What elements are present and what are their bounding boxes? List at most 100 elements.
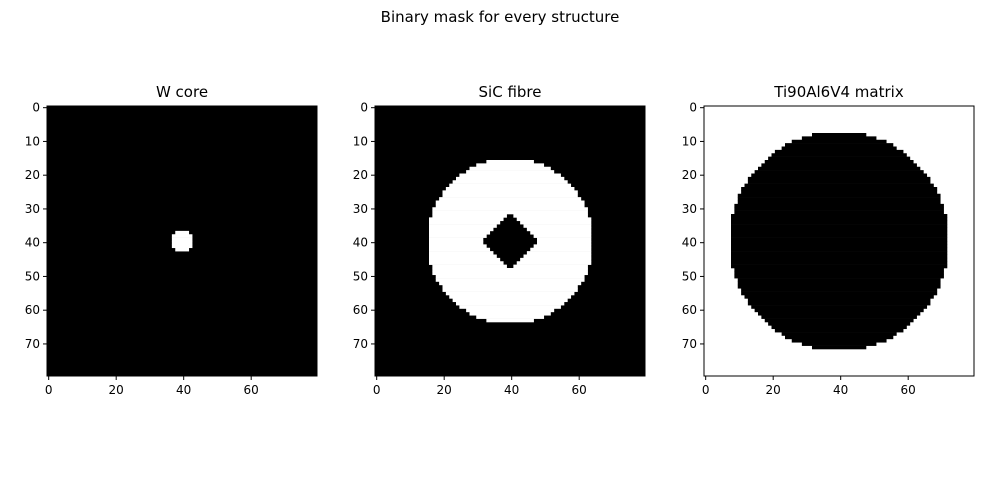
mask-pixel-run	[731, 221, 947, 225]
y-tick-label: 20	[25, 168, 40, 182]
mask-pixel-run	[775, 150, 904, 154]
mask-pixel-run	[748, 298, 931, 302]
mask-pixel-run	[439, 197, 581, 201]
mask-pixel-run	[812, 133, 866, 137]
mask-pixel-run	[530, 231, 591, 235]
mask-pixel-run	[443, 288, 578, 292]
mask-pixel-run	[755, 170, 924, 174]
mask-pixel-run	[734, 268, 944, 272]
x-tick-label: 0	[45, 383, 53, 397]
mask-pixel-run	[429, 224, 497, 228]
mask-pixel-run	[765, 160, 914, 164]
mask-pixel-run	[530, 248, 591, 252]
mask-pixel-run	[738, 282, 941, 286]
panel-title: Ti90Al6V4 matrix	[773, 83, 904, 101]
mask-pixel-run	[470, 167, 551, 171]
mask-pixel-run	[443, 190, 578, 194]
mask-pixel-run	[172, 238, 193, 242]
mask-pixel-run	[748, 302, 931, 306]
mask-pixel-run	[524, 255, 592, 259]
y-tick-label: 60	[682, 303, 697, 317]
mask-pixel-run	[527, 228, 591, 232]
mask-pixel-run	[486, 319, 534, 323]
mask-pixel-run	[738, 201, 941, 205]
x-tick-label: 60	[901, 383, 916, 397]
x-tick-label: 0	[373, 383, 381, 397]
mask-pixel-run	[436, 201, 585, 205]
mask-pixel-run	[751, 174, 927, 178]
mask-pixel-run	[731, 241, 947, 245]
mask-pixel-run	[741, 187, 937, 191]
mask-pixel-run	[761, 315, 917, 319]
panel-sic-fibre: SiC fibre 0 20 40 60010203040506070	[353, 83, 645, 397]
mask-pixel-run	[486, 160, 534, 164]
mask-pixel-run	[429, 255, 497, 259]
y-tick-label: 70	[353, 337, 368, 351]
mask-pixel-run	[476, 315, 544, 319]
mask-cells	[704, 106, 974, 376]
mask-pixel-run	[466, 309, 554, 313]
mask-pixel-run	[175, 231, 189, 235]
mask-pixel-run	[748, 180, 931, 184]
mask-pixel-run	[175, 248, 189, 252]
mask-pixel-run	[429, 248, 490, 252]
mask-pixel-run	[731, 248, 947, 252]
mask-pixel-run	[470, 312, 551, 316]
x-tick-label: 60	[244, 383, 259, 397]
mask-pixel-run	[772, 153, 907, 157]
y-tick-label: 30	[25, 202, 40, 216]
mask-pixel-run	[741, 190, 937, 194]
mask-pixel-run	[443, 194, 578, 198]
mask-pixel-run	[429, 244, 487, 248]
mask-pixel-run	[738, 285, 941, 289]
mask-pixel-run	[534, 234, 592, 238]
mask-pixel-run	[456, 177, 564, 181]
mask-cells	[47, 106, 317, 376]
mask-pixel-run	[734, 204, 944, 208]
mask-pixel-run	[429, 221, 500, 225]
mask-pixel-run	[172, 234, 193, 238]
mask-pixel-run	[513, 214, 588, 218]
mask-pixel-run	[453, 298, 568, 302]
mask-pixel-run	[731, 251, 947, 255]
mask-background	[375, 106, 645, 376]
mask-pixel-run	[775, 329, 904, 333]
y-tick-label: 50	[25, 269, 40, 283]
mask-pixel-run	[731, 231, 947, 235]
mask-pixel-run	[432, 271, 588, 275]
mask-pixel-run	[436, 204, 585, 208]
mask-pixel-run	[751, 305, 927, 309]
mask-pixel-run	[429, 261, 504, 265]
mask-pixel-run	[446, 292, 575, 296]
mask-pixel-run	[436, 275, 585, 279]
mask-pixel-run	[429, 228, 493, 232]
mask-pixel-run	[432, 211, 588, 215]
x-tick-label: 40	[504, 383, 519, 397]
mask-pixel-run	[731, 244, 947, 248]
mask-pixel-run	[768, 157, 910, 161]
mask-pixel-run	[453, 180, 568, 184]
x-tick-label: 60	[572, 383, 587, 397]
mask-pixel-run	[731, 217, 947, 221]
mask-pixel-run	[785, 143, 893, 147]
mask-pixel-run	[429, 258, 500, 262]
mask-pixel-run	[446, 187, 575, 191]
mask-pixel-run	[449, 295, 571, 299]
y-tick-label: 60	[25, 303, 40, 317]
mask-pixel-run	[432, 214, 507, 218]
y-tick-label: 0	[689, 101, 697, 115]
mask-pixel-run	[741, 288, 937, 292]
mask-pixel-run	[792, 140, 887, 144]
mask-pixel-run	[734, 275, 944, 279]
x-tick-label: 20	[766, 383, 781, 397]
mask-pixel-run	[731, 234, 947, 238]
mask-pixel-run	[429, 241, 483, 245]
mask-pixel-run	[459, 174, 561, 178]
mask-pixel-run	[738, 197, 941, 201]
y-tick-label: 40	[25, 236, 40, 250]
mask-pixel-run	[731, 261, 947, 265]
mask-pixel-run	[755, 309, 924, 313]
mask-pixel-run	[527, 251, 591, 255]
mask-pixel-run	[731, 255, 947, 259]
